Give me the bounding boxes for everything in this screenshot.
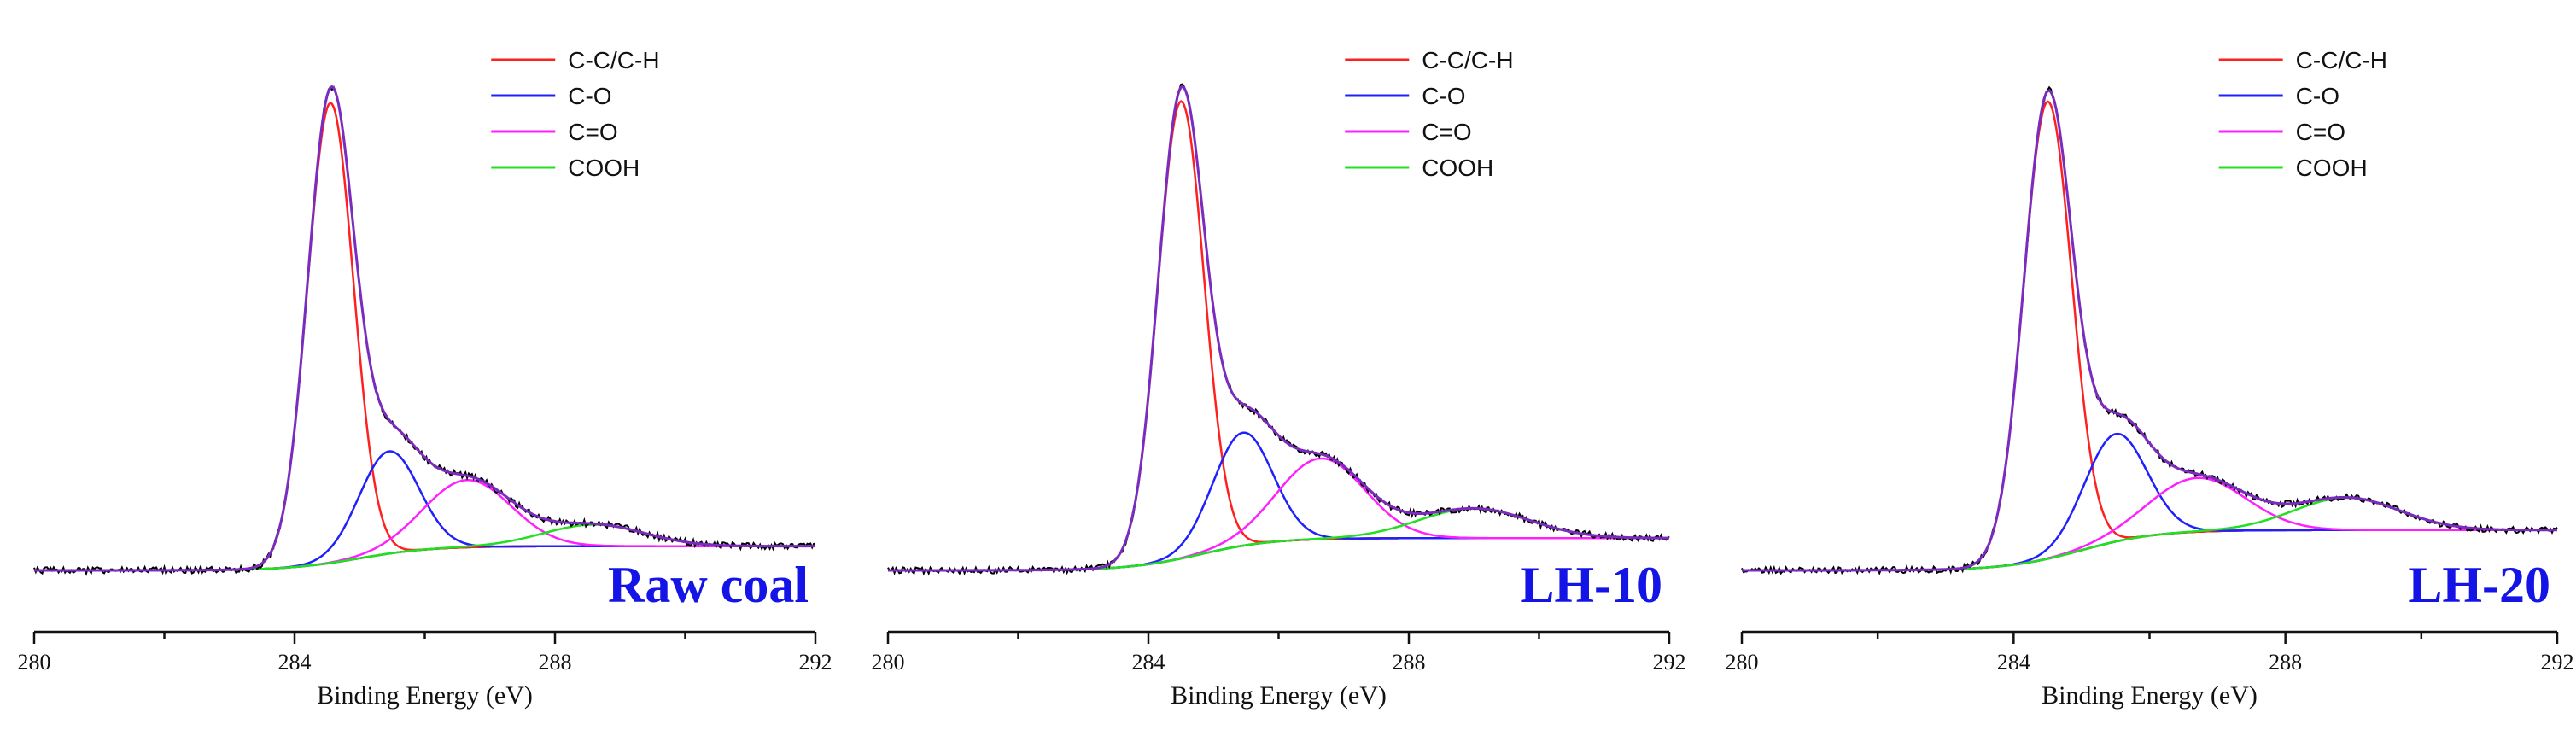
peak-c-o bbox=[34, 450, 815, 572]
x-tick-label: 280 bbox=[18, 650, 51, 675]
chart-panel-3: 280 284 288 292 Binding Energy (eV) C-C/C-H C-… bbox=[1726, 47, 2574, 710]
legend-item: COOH bbox=[2218, 155, 2368, 181]
raw-data-line bbox=[887, 83, 1670, 576]
legend-item: C-O bbox=[1345, 83, 1466, 109]
legend-item: COOH bbox=[1345, 155, 1493, 181]
legend-label: C=O bbox=[1422, 119, 1471, 145]
legend-item: C=O bbox=[2218, 119, 2345, 145]
x-tick-label: 280 bbox=[1726, 650, 1759, 675]
peak-c-o bbox=[888, 457, 1669, 572]
x-tick-label: 288 bbox=[2269, 650, 2302, 675]
fitted-envelope-line bbox=[34, 85, 815, 572]
legend-item: COOH bbox=[491, 155, 640, 181]
peak-c-o bbox=[888, 431, 1669, 572]
legend-item: C=O bbox=[491, 119, 618, 145]
peak-c-c-c-h bbox=[1742, 100, 2557, 572]
legend-label: C-C/C-H bbox=[2296, 47, 2387, 73]
legend-label: COOH bbox=[2296, 155, 2368, 181]
chart-panel-2: 280 284 288 292 Binding Energy (eV) C-C/C-H C-… bbox=[872, 47, 1686, 710]
x-tick-label: 292 bbox=[1653, 650, 1686, 675]
legend-item: C-O bbox=[491, 83, 612, 109]
legend-label: C-C/C-H bbox=[1422, 47, 1513, 73]
x-axis-label: Binding Energy (eV) bbox=[2042, 681, 2258, 710]
x-tick-label: 292 bbox=[2541, 650, 2574, 675]
legend-item: C-C/C-H bbox=[491, 47, 660, 73]
raw-data-line bbox=[1741, 85, 2558, 575]
x-axis-label: Binding Energy (eV) bbox=[317, 681, 533, 710]
legend-label: C=O bbox=[2296, 119, 2345, 145]
legend-label: COOH bbox=[568, 155, 640, 181]
x-axis-label: Binding Energy (eV) bbox=[1171, 681, 1387, 710]
legend-label: C=O bbox=[568, 119, 617, 145]
x-tick-label: 280 bbox=[872, 650, 905, 675]
legend-item: C=O bbox=[1345, 119, 1472, 145]
sample-label: LH-20 bbox=[2408, 557, 2550, 613]
legend-item: C-O bbox=[2218, 83, 2339, 109]
x-tick-label: 284 bbox=[278, 650, 312, 675]
fitted-envelope-line bbox=[1742, 89, 2557, 572]
legend-label: C-C/C-H bbox=[568, 47, 659, 73]
chart-panel-1: 280 284 288 292 Binding Energy (eV) C-C/C-H C-… bbox=[18, 47, 832, 710]
legend-label: C-O bbox=[1422, 83, 1465, 109]
x-tick-label: 288 bbox=[1393, 650, 1426, 675]
x-tick-label: 284 bbox=[1132, 650, 1165, 675]
legend-label: C-O bbox=[568, 83, 611, 109]
legend-item: C-C/C-H bbox=[1345, 47, 1514, 73]
sample-label: Raw coal bbox=[608, 557, 809, 613]
fitted-envelope-line bbox=[888, 85, 1669, 572]
peak-c-c-c-h bbox=[888, 100, 1669, 572]
legend-label: C-O bbox=[2296, 83, 2339, 109]
sample-label: LH-10 bbox=[1520, 557, 1662, 613]
x-tick-label: 292 bbox=[799, 650, 832, 675]
raw-data-line bbox=[33, 85, 815, 577]
x-tick-label: 288 bbox=[539, 650, 572, 675]
legend-label: COOH bbox=[1422, 155, 1493, 181]
legend-item: C-C/C-H bbox=[2218, 47, 2387, 73]
x-tick-label: 284 bbox=[1997, 650, 2030, 675]
